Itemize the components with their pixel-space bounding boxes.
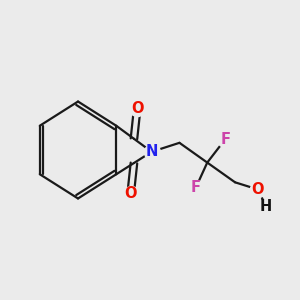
Text: O: O (252, 182, 264, 197)
Text: H: H (260, 199, 272, 214)
Text: F: F (191, 180, 201, 195)
Text: O: O (124, 186, 137, 201)
Text: O: O (131, 101, 143, 116)
Text: F: F (220, 132, 230, 147)
Text: N: N (146, 144, 158, 159)
